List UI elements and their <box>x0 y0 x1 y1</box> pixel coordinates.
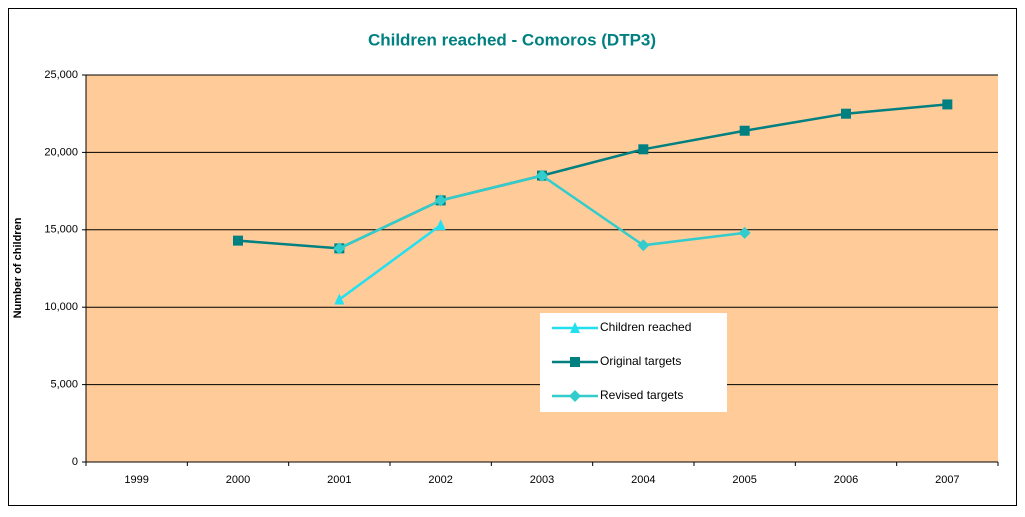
chart-title: Children reached - Comoros (DTP3) <box>368 30 656 49</box>
x-tick-label: 2000 <box>226 474 250 486</box>
legend-label: Original targets <box>600 354 681 368</box>
data-point <box>233 235 243 246</box>
x-tick-label: 2005 <box>732 474 756 486</box>
x-tick-label: 2003 <box>530 474 554 486</box>
y-tick-label: 5,000 <box>50 379 78 391</box>
x-tick-label: 2001 <box>327 474 351 486</box>
legend-marker <box>569 390 581 402</box>
legend-marker <box>570 357 580 367</box>
x-tick-label: 2002 <box>428 474 452 486</box>
y-tick-label: 25,000 <box>44 69 78 81</box>
data-point <box>738 226 751 239</box>
series-line <box>338 224 442 301</box>
x-tick-label: 2004 <box>631 474 655 486</box>
data-point <box>434 194 447 207</box>
data-point <box>435 219 446 231</box>
legend-marker <box>570 322 580 333</box>
data-point <box>333 242 346 255</box>
data-point <box>841 108 851 119</box>
x-tick-label: 2006 <box>834 474 858 486</box>
x-tick-label: 2007 <box>935 474 959 486</box>
y-tick-label: 0 <box>72 456 78 468</box>
legend-label: Children reached <box>600 320 691 334</box>
data-point <box>536 169 548 182</box>
data-point <box>637 239 650 252</box>
data-point <box>334 293 345 305</box>
data-point <box>942 99 953 110</box>
y-tick-label: 15,000 <box>44 224 78 236</box>
y-tick-label: 20,000 <box>44 146 78 158</box>
legend-label: Revised targets <box>600 388 683 402</box>
data-point <box>638 144 649 155</box>
y-tick-label: 10,000 <box>44 301 78 313</box>
x-tick-label: 1999 <box>124 474 148 486</box>
data-point <box>739 125 750 136</box>
y-axis-label: Number of children <box>12 217 24 318</box>
